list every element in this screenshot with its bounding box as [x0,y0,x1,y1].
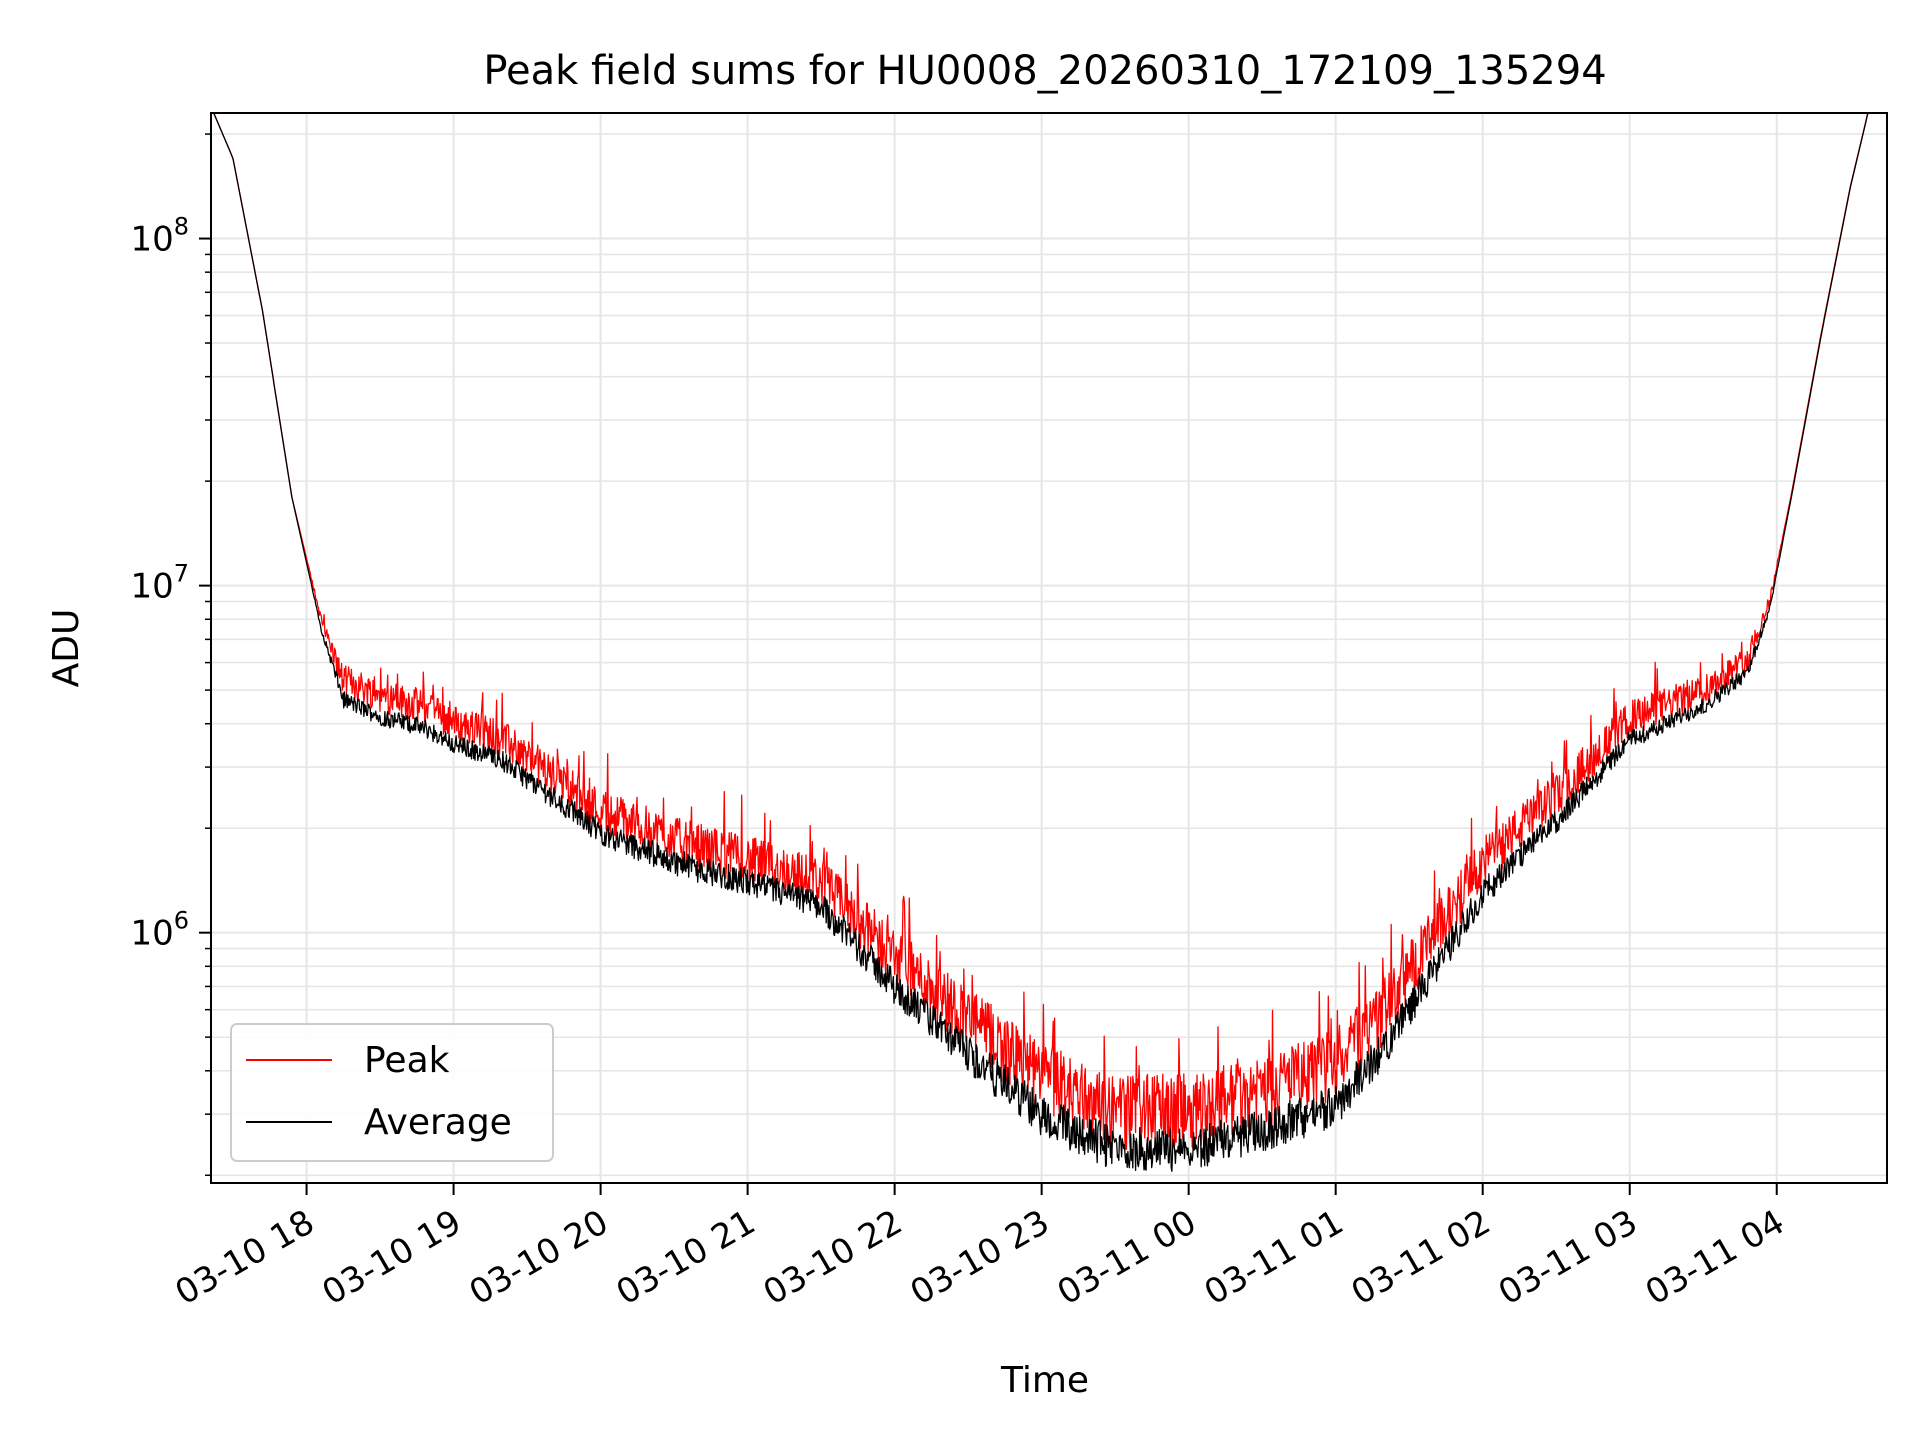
data-series [211,112,1887,1172]
y-axis-label: ADU [46,609,87,688]
series-average-line [211,112,1887,1172]
y-tick-label: 108 [130,213,189,260]
y-tick-label: 106 [130,907,189,954]
y-tick-label: 107 [130,560,189,607]
grid-lines [211,113,1887,1183]
legend-box [230,1023,554,1162]
x-axis-label: Time [1000,1360,1089,1401]
legend: Peak Average [230,1023,554,1162]
legend-average-label: Average [364,1102,512,1143]
chart-title: Peak field sums for HU0008_20260310_1721… [483,48,1606,94]
series-peak-line [211,112,1887,1151]
y-axis-ticks: 106 107 108 [130,133,211,1177]
plot-frame [210,112,1888,1184]
legend-peak-label: Peak [364,1040,450,1081]
